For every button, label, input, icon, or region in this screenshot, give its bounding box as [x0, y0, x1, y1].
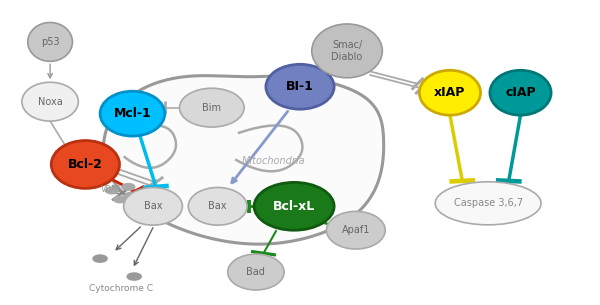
Ellipse shape	[100, 91, 165, 136]
Circle shape	[124, 192, 137, 199]
Ellipse shape	[179, 88, 244, 127]
Circle shape	[106, 187, 118, 194]
Ellipse shape	[51, 141, 119, 188]
Text: BI-1: BI-1	[286, 80, 314, 93]
Ellipse shape	[124, 188, 182, 225]
Polygon shape	[103, 76, 383, 244]
Ellipse shape	[28, 23, 73, 61]
Text: Cytochrome C: Cytochrome C	[89, 284, 152, 293]
Circle shape	[122, 184, 135, 190]
Circle shape	[127, 273, 141, 280]
Text: Mcl-1: Mcl-1	[113, 107, 151, 120]
Text: cIAP: cIAP	[505, 86, 536, 99]
Text: p53: p53	[41, 37, 59, 47]
Ellipse shape	[490, 70, 551, 115]
Text: Bad: Bad	[247, 267, 265, 277]
Text: Apaf1: Apaf1	[341, 225, 370, 235]
Text: Bim: Bim	[202, 103, 221, 113]
Text: Bcl-2: Bcl-2	[68, 158, 103, 171]
Text: Bax: Bax	[144, 201, 162, 211]
Text: VDAC: VDAC	[101, 185, 122, 194]
Text: Bcl-xL: Bcl-xL	[273, 200, 315, 213]
Ellipse shape	[326, 211, 385, 249]
Text: Noxa: Noxa	[38, 97, 62, 107]
Ellipse shape	[266, 64, 334, 109]
Circle shape	[113, 196, 127, 203]
Text: Smac/
Diablo: Smac/ Diablo	[331, 40, 362, 62]
Text: xIAP: xIAP	[434, 86, 466, 99]
Ellipse shape	[227, 254, 284, 290]
Text: Bax: Bax	[208, 201, 227, 211]
Ellipse shape	[188, 188, 247, 225]
Circle shape	[93, 255, 107, 262]
Ellipse shape	[254, 182, 334, 230]
Text: Caspase 3,6,7: Caspase 3,6,7	[454, 198, 523, 208]
Ellipse shape	[312, 24, 382, 78]
Ellipse shape	[419, 70, 481, 115]
Ellipse shape	[435, 182, 541, 225]
Ellipse shape	[22, 82, 79, 121]
Text: Mitochondria: Mitochondria	[242, 156, 305, 167]
